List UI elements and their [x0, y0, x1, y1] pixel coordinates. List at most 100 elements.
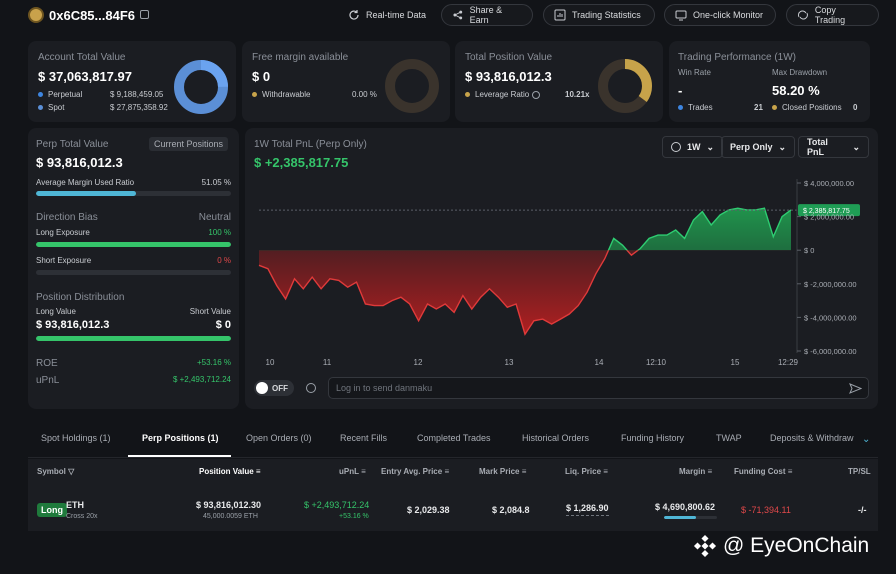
copy-trading-label: Copy Trading: [814, 5, 846, 25]
metric-value: Total PnL: [807, 137, 828, 157]
upnl-value: $ +2,493,712.24: [172, 375, 231, 384]
send-icon[interactable]: [849, 382, 862, 395]
long-value: $ 93,816,012.3: [36, 319, 110, 331]
short-value: $ 0: [215, 319, 231, 331]
withdrawable-legend: Withdrawable: [252, 90, 310, 99]
tpsl-value: -/-: [858, 505, 867, 515]
y-tick-label: $ 4,000,000.00: [804, 179, 854, 188]
danmaku-input[interactable]: Log in to send danmaku: [328, 377, 869, 399]
header-position-value[interactable]: Position Value ≡: [199, 467, 261, 476]
x-tick-label: 11: [323, 358, 332, 367]
x-tick-label: 12:10: [646, 358, 667, 367]
table-area: [28, 459, 878, 531]
free-margin-label: Free margin available: [252, 52, 349, 63]
share-earn-button[interactable]: Share & Earn: [441, 4, 533, 26]
distribution-label: Position Distribution: [36, 292, 125, 303]
tab-6[interactable]: Funding History: [621, 433, 685, 443]
free-margin-card: Free margin available $ 0 Withdrawable 0…: [242, 41, 450, 122]
trades-value: 21: [754, 103, 763, 112]
perp-total-label: Perp Total Value: [36, 139, 109, 150]
wallet-address: 0x6C85...84F6: [49, 8, 136, 23]
side-badge: Long: [37, 503, 67, 517]
info-icon[interactable]: [531, 90, 540, 99]
current-value-tag: [798, 204, 860, 217]
roe-value: +53.16 %: [196, 358, 231, 367]
free-margin-value: $ 0: [252, 69, 271, 84]
free-margin-donut: [385, 59, 439, 113]
header-entry[interactable]: Entry Avg. Price ≡: [381, 467, 449, 476]
long-exposure-value: 100 %: [208, 228, 231, 237]
tabs-scroll-chevron-icon[interactable]: ⌄: [862, 434, 871, 445]
realtime-data-button[interactable]: Real-time Data: [338, 4, 436, 26]
distribution-bar: [36, 336, 231, 341]
perp-legend-label: Perpetual: [48, 90, 83, 99]
danmaku-toggle[interactable]: OFF: [254, 380, 294, 396]
watermark-text: @ EyeOnChain: [723, 534, 870, 557]
y-tick-label: $ -6,000,000.00: [804, 347, 857, 356]
copy-trading-icon: [797, 10, 808, 20]
header-symbol-label: Symbol: [37, 467, 66, 476]
pnl-chart-value: $ +2,385,817.75: [254, 155, 349, 170]
leverage-value: 10.21x: [565, 90, 590, 99]
withdrawable-label: Withdrawable: [262, 90, 311, 99]
short-value-label: Short Value: [189, 307, 231, 316]
y-tick-label: $ -2,000,000.00: [804, 280, 857, 289]
period-select[interactable]: 1W ⌄: [662, 136, 724, 158]
account-total-card: Account Total Value $ 37,063,817.97 Perp…: [28, 41, 236, 122]
liq-price: $ 1,286.90: [566, 503, 609, 516]
tab-3[interactable]: Recent Fills: [340, 433, 388, 443]
margin-mode: Cross 20x: [66, 513, 98, 520]
funding-cost: $ -71,394.11: [741, 505, 791, 515]
one-click-monitor-button[interactable]: One-click Monitor: [664, 4, 776, 26]
total-position-value: $ 93,816,012.3: [465, 69, 552, 84]
tab-4[interactable]: Completed Trades: [417, 433, 491, 443]
trading-statistics-label: Trading Statistics: [572, 10, 641, 20]
header-margin[interactable]: Margin ≡: [679, 467, 712, 476]
drawdown-value: 58.20 %: [772, 83, 820, 98]
copy-trading-button[interactable]: Copy Trading: [786, 4, 879, 26]
current-positions-tag[interactable]: Current Positions: [149, 137, 229, 151]
tab-5[interactable]: Historical Orders: [522, 433, 590, 443]
leverage-label: Leverage Ratio: [475, 90, 530, 99]
chevron-down-icon: ⌄: [852, 141, 860, 152]
tab-8[interactable]: Deposits & Withdraw: [770, 433, 854, 443]
tab-0[interactable]: Spot Holdings (1): [41, 433, 111, 443]
tabs-bar: [28, 420, 878, 458]
header-symbol[interactable]: Symbol ▽: [37, 467, 74, 476]
header-upnl[interactable]: uPnL ≡: [339, 467, 366, 476]
trading-statistics-button[interactable]: Trading Statistics: [543, 4, 655, 26]
upnl-label: uPnL: [36, 375, 60, 386]
toggle-knob: [256, 382, 268, 394]
perp-total-value: $ 93,816,012.3: [36, 155, 123, 170]
trades-legend: Trades: [678, 103, 713, 112]
tab-7[interactable]: TWAP: [716, 433, 742, 443]
filter-select[interactable]: Perp Only ⌄: [721, 136, 796, 158]
chevron-down-icon: ⌄: [706, 141, 715, 152]
x-tick-label: 14: [595, 358, 604, 367]
y-tick-label: $ 2,000,000.00: [804, 213, 854, 222]
header-upnl-label: uPnL: [339, 467, 359, 476]
wallet-avatar: [28, 7, 44, 23]
position-value: $ 93,816,012.30: [196, 500, 262, 510]
entry-price: $ 2,029.38: [407, 505, 450, 515]
long-exposure-label: Long Exposure: [36, 228, 90, 237]
share-icon: [453, 10, 463, 20]
copy-icon[interactable]: [140, 10, 149, 19]
short-exposure-bar: [36, 270, 231, 275]
header-funding[interactable]: Funding Cost ≡: [734, 467, 792, 476]
current-value-label: $ 2,385,817.75: [803, 208, 850, 215]
danmaku-settings-icon[interactable]: [306, 383, 316, 393]
tab-1[interactable]: Perp Positions (1): [142, 433, 219, 443]
withdrawable-value: 0.00 %: [352, 90, 377, 99]
closed-label: Closed Positions: [782, 103, 842, 112]
header-mark[interactable]: Mark Price ≡: [479, 467, 526, 476]
metric-select[interactable]: Total PnL ⌄: [798, 136, 869, 158]
margin-ratio-label: Average Margin Used Ratio: [36, 178, 135, 187]
tab-2[interactable]: Open Orders (0): [246, 433, 312, 443]
mark-price: $ 2,084.8: [492, 505, 530, 515]
refresh-icon: [349, 10, 359, 20]
header-liq[interactable]: Liq. Price ≡: [565, 467, 608, 476]
upnl-percent: +53.16 %: [339, 513, 369, 520]
total-position-card: Total Position Value $ 93,816,012.3 Leve…: [455, 41, 663, 122]
header-position-value-label: Position Value: [199, 467, 254, 476]
